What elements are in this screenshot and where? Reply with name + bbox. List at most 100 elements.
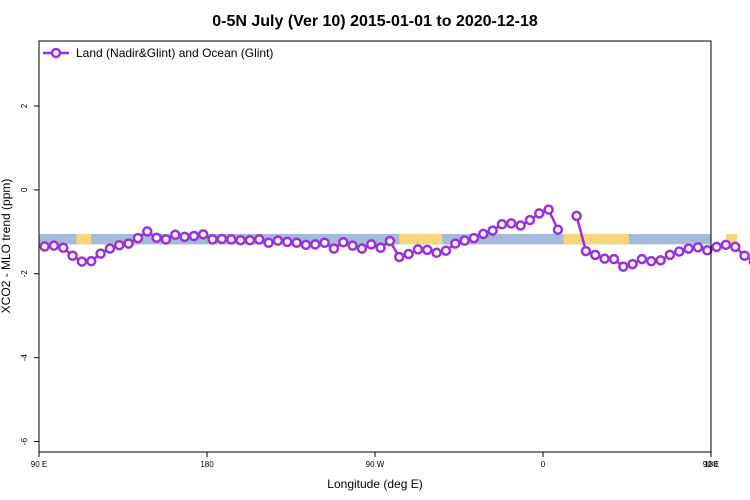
data-point bbox=[272, 235, 284, 246]
data-point bbox=[627, 258, 638, 270]
data-point bbox=[552, 224, 564, 235]
chart-title: 0-5N July (Ver 10) 2015-01-01 to 2020-12… bbox=[212, 13, 538, 30]
data-point bbox=[300, 239, 312, 251]
data-point bbox=[216, 233, 228, 245]
data-point bbox=[450, 238, 461, 249]
data-point bbox=[67, 250, 78, 261]
data-point bbox=[655, 255, 666, 266]
data-point bbox=[226, 234, 237, 245]
y-tick-label: -6 bbox=[20, 437, 29, 445]
data-point bbox=[571, 210, 582, 222]
data-point bbox=[347, 240, 358, 251]
data-point bbox=[664, 249, 676, 261]
x-tick-label: 90 E bbox=[31, 460, 47, 469]
data-point bbox=[440, 245, 452, 256]
data-point bbox=[524, 214, 536, 226]
y-tick-label: -4 bbox=[20, 354, 29, 362]
data-point bbox=[132, 232, 144, 244]
land-segment bbox=[725, 233, 738, 245]
data-point bbox=[48, 240, 60, 251]
data-point bbox=[123, 238, 134, 249]
data-point bbox=[235, 234, 246, 246]
x-tick-label: 0 bbox=[541, 460, 546, 469]
plot-frame bbox=[38, 40, 712, 453]
legend-marker-swatch bbox=[50, 47, 62, 59]
data-point bbox=[403, 248, 414, 260]
data-point bbox=[356, 243, 368, 254]
land-segment bbox=[399, 233, 443, 245]
x-tick-label: 180 bbox=[200, 460, 214, 469]
data-point bbox=[76, 256, 88, 267]
data-point bbox=[711, 241, 722, 253]
data-point bbox=[674, 246, 685, 257]
data-point bbox=[515, 220, 526, 231]
data-point bbox=[506, 218, 517, 229]
data-point bbox=[739, 250, 750, 261]
ocean-band bbox=[39, 233, 711, 245]
data-point bbox=[263, 237, 274, 248]
data-point bbox=[580, 245, 592, 257]
x-axis-label: Longitude (deg E) bbox=[327, 477, 422, 491]
y-tick-label: 2 bbox=[20, 103, 29, 108]
data-point bbox=[618, 261, 629, 272]
data-point bbox=[459, 235, 470, 246]
data-point bbox=[39, 241, 50, 252]
land-segments bbox=[76, 233, 738, 245]
data-point bbox=[282, 236, 293, 248]
data-point bbox=[366, 239, 377, 250]
data-point bbox=[412, 244, 424, 255]
data-point bbox=[160, 234, 172, 245]
data-point bbox=[683, 243, 694, 254]
y-tick-label: 0 bbox=[20, 187, 29, 192]
data-point bbox=[338, 237, 349, 248]
data-point bbox=[291, 237, 302, 248]
data-point bbox=[58, 242, 69, 254]
data-point bbox=[394, 251, 405, 263]
data-point bbox=[188, 230, 200, 242]
data-point bbox=[730, 241, 741, 253]
data-point bbox=[702, 245, 713, 256]
x-tick-label: 90 W bbox=[366, 460, 385, 469]
data-point bbox=[590, 249, 601, 261]
data-point bbox=[431, 247, 442, 259]
series-layer bbox=[39, 204, 750, 272]
data-point bbox=[599, 253, 610, 264]
data-point bbox=[142, 226, 153, 237]
data-point bbox=[310, 239, 321, 250]
legend-label: Land (Nadir&Glint) and Ocean (Glint) bbox=[76, 46, 273, 60]
data-point bbox=[422, 244, 433, 256]
data-point bbox=[534, 208, 545, 219]
data-point bbox=[104, 243, 116, 254]
data-point bbox=[86, 255, 97, 267]
data-point bbox=[496, 219, 508, 230]
plot-background bbox=[39, 233, 711, 245]
data-point bbox=[151, 232, 162, 243]
y-axis-ticks: 2 0 -2 -4 -6 bbox=[20, 103, 39, 445]
data-point bbox=[319, 237, 330, 248]
data-point bbox=[478, 228, 489, 240]
data-point bbox=[608, 253, 620, 265]
data-point bbox=[384, 235, 396, 247]
data-point bbox=[543, 204, 554, 215]
data-point bbox=[207, 234, 218, 245]
y-tick-label: -2 bbox=[20, 270, 29, 278]
x-tick-label: 90 E bbox=[703, 460, 719, 469]
data-point bbox=[328, 243, 340, 254]
data-point bbox=[692, 242, 704, 253]
data-point bbox=[244, 234, 256, 246]
data-point bbox=[468, 232, 480, 244]
data-point bbox=[487, 225, 498, 236]
land-segment bbox=[76, 233, 92, 245]
data-point bbox=[636, 253, 648, 265]
data-point bbox=[95, 248, 106, 259]
data-point bbox=[179, 231, 190, 243]
data-point bbox=[170, 229, 181, 241]
data-point bbox=[646, 255, 657, 267]
data-point bbox=[198, 229, 209, 240]
data-point bbox=[254, 234, 265, 245]
legend: Land (Nadir&Glint) and Ocean (Glint) bbox=[43, 46, 273, 60]
data-point bbox=[375, 242, 386, 254]
data-point bbox=[114, 239, 125, 251]
